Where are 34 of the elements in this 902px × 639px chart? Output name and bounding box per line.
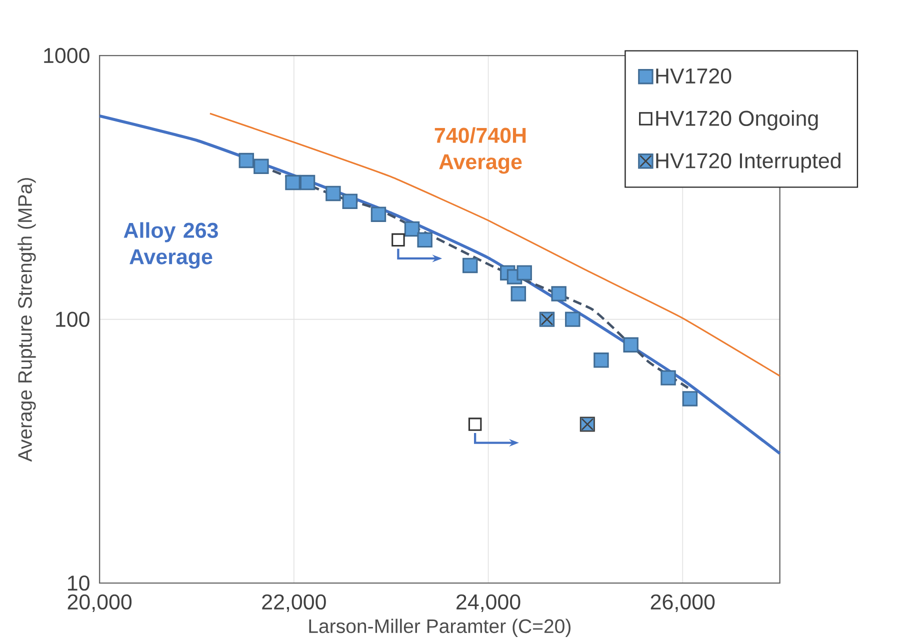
point <box>392 233 405 247</box>
point <box>468 418 482 432</box>
point <box>326 186 341 202</box>
point <box>417 232 432 248</box>
point <box>238 153 254 168</box>
point <box>342 194 358 210</box>
legend-label: HV1720 Ongoing <box>656 110 818 130</box>
point <box>510 286 526 302</box>
x-tick-label: 22,000 <box>262 594 326 612</box>
point <box>462 258 478 274</box>
point <box>285 175 300 190</box>
annotation: 740/740H Average <box>434 127 526 174</box>
legend-label: HV1720 Interrupted <box>656 152 840 173</box>
y-tick-label: 1000 <box>44 48 90 64</box>
legend-label: HV1720 <box>656 68 732 84</box>
annotation: Alloy 263 Average <box>124 222 218 269</box>
point <box>370 206 386 222</box>
x-axis-title: Larson-Miller Paramter (C=20) <box>309 618 570 638</box>
y-axis-title: Average Rupture Strength (MPa) <box>18 178 36 462</box>
point <box>300 175 316 190</box>
point <box>623 337 638 353</box>
point <box>660 370 676 386</box>
point <box>404 222 420 237</box>
x-tick-label: 26,000 <box>650 594 715 612</box>
point <box>516 265 532 281</box>
x-tick-label: 24,000 <box>456 594 520 612</box>
point <box>254 158 269 174</box>
y-tick-label: 100 <box>56 312 90 328</box>
point <box>565 312 580 328</box>
x-tick-label: 20,000 <box>68 594 132 612</box>
point <box>594 352 609 368</box>
y-tick-label: 10 <box>68 576 90 591</box>
point <box>551 286 566 302</box>
point <box>682 391 698 407</box>
